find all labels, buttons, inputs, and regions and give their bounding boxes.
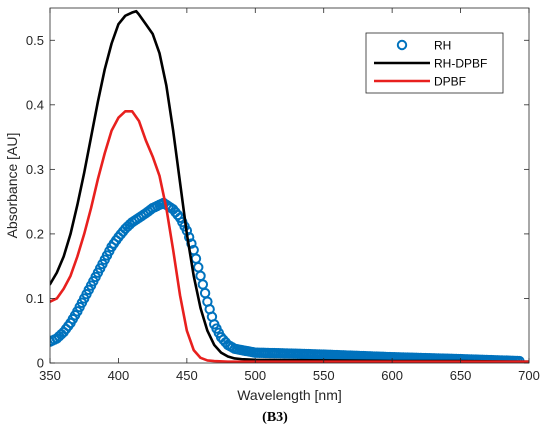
axes-box <box>49 7 530 364</box>
y-axis-label: Absorbance [AU] <box>4 133 20 239</box>
x-tick-label: 450 <box>176 368 198 383</box>
x-tick-label: 650 <box>450 368 472 383</box>
x-tick-label: 600 <box>381 368 403 383</box>
legend-entry-dpbf: DPBF <box>374 75 466 89</box>
axes-layer: 350 400 450 500 550 600 650 700 0 0.1 0.2 0.3 0.4 0.5… <box>4 7 540 403</box>
series-rh-dpbf-line <box>50 9 529 363</box>
absorbance-chart: 350 400 450 500 550 600 650 700 0 0.1 0.2 0.3 0.4 0.5… <box>4 7 540 403</box>
x-tick-label: 550 <box>313 368 335 383</box>
x-tick-label: 700 <box>518 368 540 383</box>
legend-label: RH-DPBF <box>434 57 487 71</box>
y-tick-label: 0.4 <box>26 97 44 112</box>
x-tick-label: 500 <box>244 368 266 383</box>
y-tick-label: 0.1 <box>26 291 44 306</box>
legend-swatch <box>396 39 408 51</box>
legend: RH RH-DPBF DPBF <box>365 32 504 94</box>
figure-caption: (B3) <box>262 410 288 425</box>
legend-label: RH <box>434 39 451 53</box>
y-tick-label: 0.3 <box>26 162 44 177</box>
y-tick-label: 0.2 <box>26 226 44 241</box>
x-tick-label: 350 <box>39 368 61 383</box>
series-layer <box>50 9 529 363</box>
legend-entry-rh-dpbf: RH-DPBF <box>374 57 487 71</box>
x-axis-label: Wavelength [nm] <box>237 387 342 403</box>
series-dpbf-line <box>50 109 529 363</box>
y-tick-label: 0 <box>37 356 44 371</box>
x-tick-label: 400 <box>108 368 130 383</box>
legend-label: DPBF <box>434 75 466 89</box>
y-tick-label: 0.5 <box>26 33 44 48</box>
legend-entry-rh: RH <box>396 39 451 53</box>
series-rh-markers <box>50 197 525 363</box>
